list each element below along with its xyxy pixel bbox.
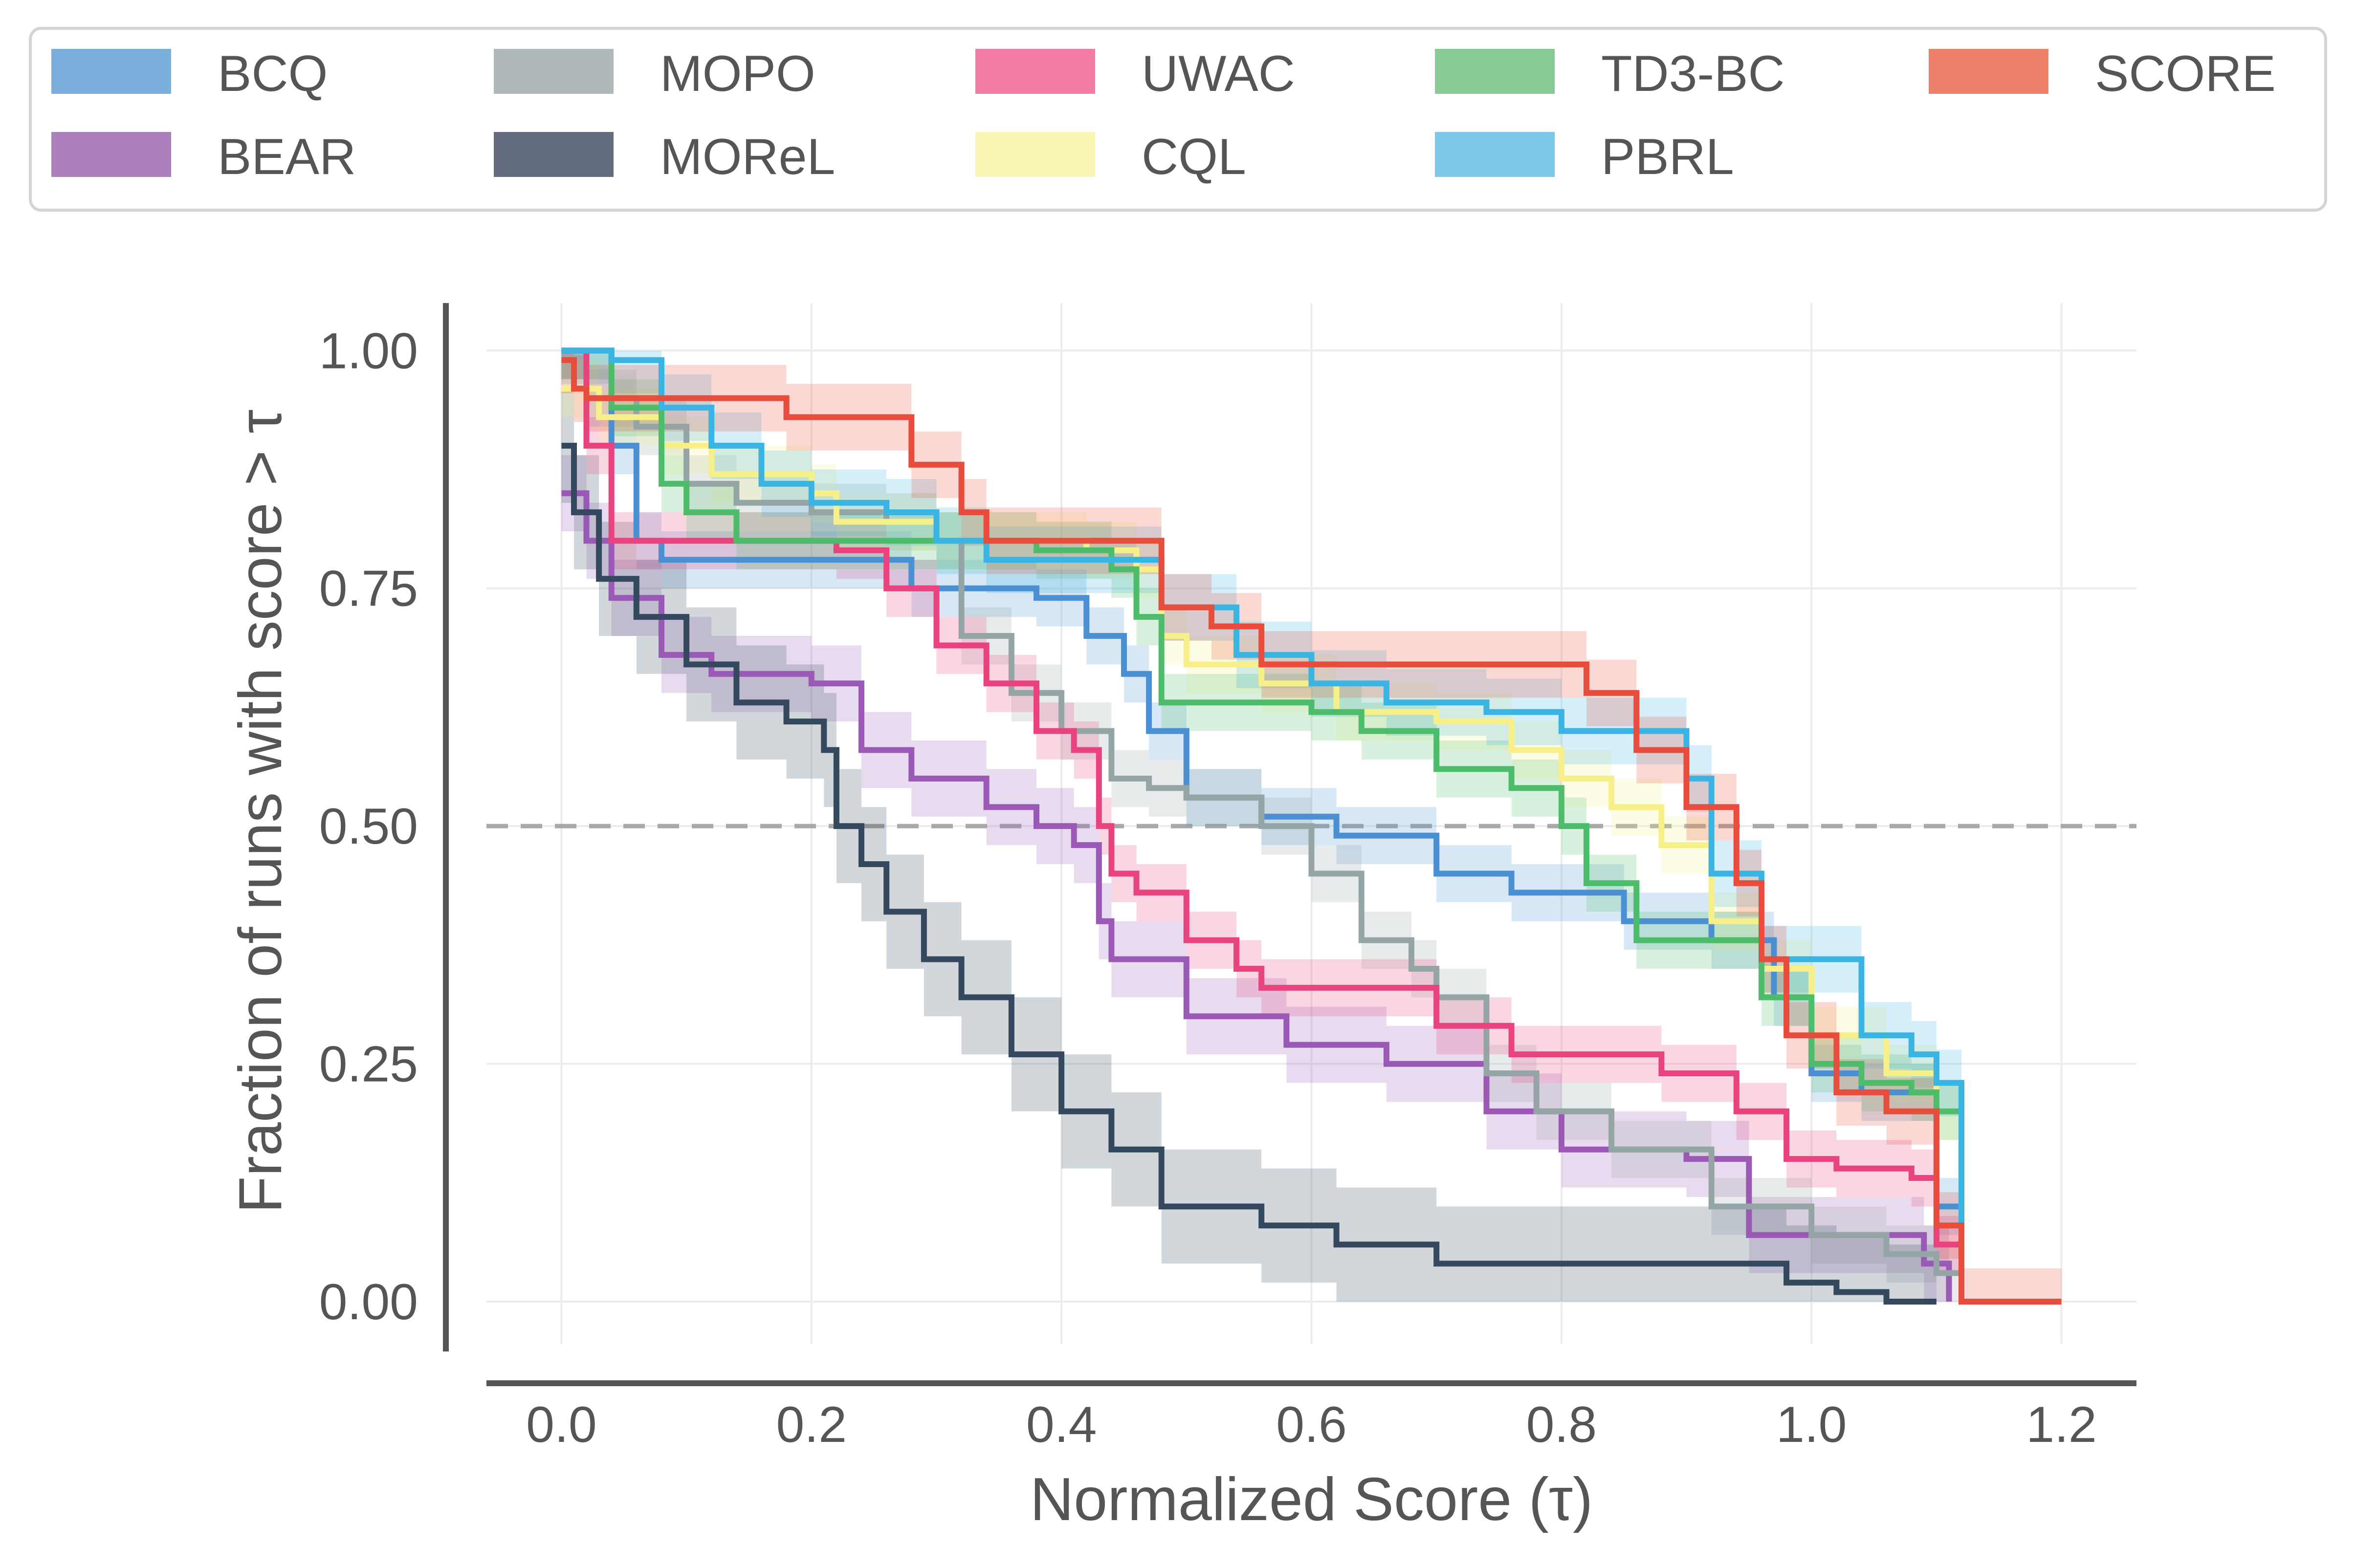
band-morel (561, 389, 1937, 1302)
x-tick-label: 1.2 (2026, 1396, 2097, 1453)
series-line-bear (561, 490, 1952, 1302)
legend: BCQ BEAR MOPO MOReL UWAC CQL TD3-BC PBRL SCORE (29, 27, 2327, 212)
legend-swatch (51, 49, 171, 94)
legend-item-bcq: BCQ (51, 45, 328, 102)
legend-swatch (975, 49, 1095, 94)
legend-label: PBRL (1601, 129, 1734, 185)
series-line-morel (561, 442, 1937, 1305)
legend-label: TD3-BC (1601, 45, 1785, 102)
series-line-td3-bc (561, 348, 1964, 1302)
band-cql (561, 360, 1962, 1302)
legend-item-uwac: UWAC (975, 45, 1295, 102)
legend-swatch (1435, 49, 1555, 94)
legend-label: MOPO (660, 45, 815, 102)
y-axis-title: Fraction of runs with score > τ (227, 410, 294, 1213)
grid (486, 303, 2136, 1344)
legend-label: BCQ (218, 45, 328, 102)
x-axis-title: Normalized Score (τ) (1030, 1466, 1593, 1533)
legend-label: UWAC (1142, 45, 1295, 102)
x-tick-label: 0.6 (1276, 1396, 1347, 1453)
legend-item-score: SCORE (1929, 45, 2276, 102)
legend-item-pbrl: PBRL (1435, 129, 1734, 185)
series-line-pbrl (561, 348, 1964, 1302)
y-tick-label: 0.75 (319, 561, 418, 617)
series-line-uwac (561, 348, 1964, 1302)
x-tick-label: 0.8 (1526, 1396, 1597, 1453)
series-lines (561, 348, 2062, 1305)
legend-item-mopo: MOPO (494, 45, 815, 102)
legend-swatch (1929, 49, 2048, 94)
y-tick-label: 0.50 (319, 798, 418, 855)
legend-swatch (975, 132, 1095, 177)
legend-swatch (1435, 132, 1555, 177)
legend-item-cql: CQL (975, 129, 1246, 185)
y-tick-label: 0.25 (319, 1036, 418, 1093)
y-tick-label: 0.00 (319, 1274, 418, 1330)
x-tick-label: 1.0 (1776, 1396, 1847, 1453)
x-tick-label: 0.4 (1026, 1396, 1097, 1453)
x-tick-label: 0.2 (776, 1396, 847, 1453)
legend-item-td3-bc: TD3-BC (1435, 45, 1785, 102)
legend-item-morel: MOReL (494, 129, 835, 185)
legend-swatch (51, 132, 171, 177)
x-tick-label: 0.0 (526, 1396, 597, 1453)
x-tick-labels: 0.0 0.2 0.4 0.6 0.8 1.0 1.2 (526, 1396, 2097, 1453)
legend-label: MOReL (660, 129, 835, 185)
series-line-score (561, 357, 2062, 1305)
legend-swatch (494, 132, 614, 177)
y-tick-labels: 0.00 0.25 0.50 0.75 1.00 (319, 323, 418, 1330)
legend-label: CQL (1142, 129, 1246, 185)
legend-swatch (494, 49, 614, 94)
series-line-mopo (561, 348, 1964, 1302)
legend-item-bear: BEAR (51, 129, 356, 185)
y-tick-label: 1.00 (319, 323, 418, 379)
legend-label: BEAR (218, 129, 356, 185)
legend-label: SCORE (2095, 45, 2276, 102)
